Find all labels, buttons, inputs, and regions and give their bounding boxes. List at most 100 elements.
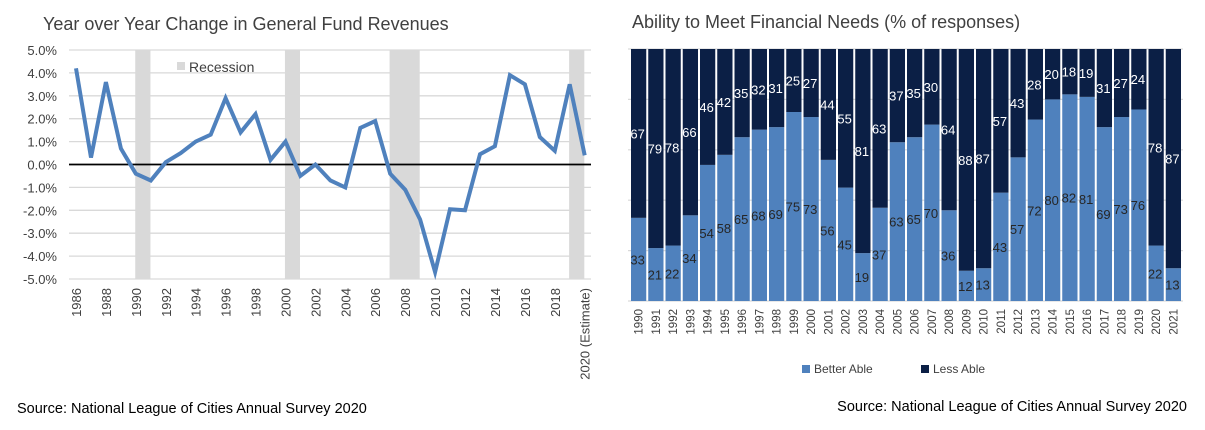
- bar-less-able: [976, 49, 992, 269]
- x-tick-label: 2009: [961, 309, 973, 335]
- y-tick-label: 1.0%: [27, 135, 57, 150]
- data-label-less-able: 24: [1131, 72, 1145, 87]
- x-tick-label: 2001: [823, 309, 835, 335]
- data-label-better-able: 56: [820, 223, 834, 238]
- legend-label-less-able: Less Able: [933, 362, 985, 376]
- data-label-less-able: 67: [630, 126, 644, 141]
- x-tick-label: 1994: [189, 288, 204, 317]
- data-label-better-able: 36: [941, 249, 955, 264]
- bar-better-able: [958, 270, 974, 301]
- x-tick-label: 2000: [278, 288, 293, 317]
- bar-chart-source: Source: National League of Cities Annual…: [837, 399, 1187, 415]
- x-tick-label: 1996: [737, 309, 749, 335]
- legend-swatch-recession: [177, 62, 185, 70]
- y-tick-label: 2.0%: [27, 112, 57, 127]
- x-tick-label: 1997: [754, 309, 766, 335]
- data-label-better-able: 33: [630, 252, 644, 267]
- x-tick-label: 2021: [1168, 309, 1180, 335]
- data-label-better-able: 37: [872, 247, 886, 262]
- data-label-less-able: 35: [906, 86, 920, 101]
- line-chart-source: Source: National League of Cities Annual…: [17, 401, 367, 417]
- bar-less-able: [1114, 49, 1130, 118]
- bar-less-able: [907, 49, 923, 138]
- x-tick-label: 2015: [1065, 309, 1077, 335]
- bar-better-able: [1010, 157, 1026, 301]
- data-label-less-able: 88: [958, 153, 972, 168]
- y-tick-label: -5.0%: [23, 272, 57, 287]
- bar-better-able: [1165, 268, 1181, 301]
- x-tick-label: 1996: [219, 288, 234, 317]
- y-tick-label: -1.0%: [23, 180, 57, 195]
- x-tick-label: 2016: [1082, 309, 1094, 335]
- bar-better-able: [700, 164, 716, 301]
- data-label-better-able: 81: [1079, 192, 1093, 207]
- x-tick-label: 2018: [1117, 309, 1129, 335]
- data-label-less-able: 78: [665, 140, 679, 155]
- data-label-less-able: 18: [1062, 65, 1076, 80]
- x-tick-label: 2011: [996, 309, 1008, 334]
- data-label-less-able: 64: [941, 123, 955, 138]
- x-tick-label: 2020 (Estimate): [578, 288, 593, 380]
- bar-better-able: [872, 207, 888, 301]
- bar-better-able: [1148, 245, 1164, 301]
- x-tick-label: 2017: [1099, 309, 1111, 335]
- bar-less-able: [786, 49, 802, 112]
- bar-better-able: [924, 124, 940, 301]
- x-tick-label: 2008: [944, 309, 956, 335]
- x-tick-label: 1988: [99, 288, 114, 317]
- bar-better-able: [751, 129, 767, 301]
- bar-less-able: [993, 49, 1009, 193]
- x-tick-label: 2014: [488, 288, 503, 317]
- bar-less-able: [872, 49, 888, 208]
- bar-better-able: [1114, 117, 1130, 301]
- bar-better-able: [665, 245, 681, 301]
- line-chart-title: Year over Year Change in General Fund Re…: [43, 14, 449, 34]
- x-tick-label: 1992: [159, 288, 174, 317]
- data-label-less-able: 87: [975, 152, 989, 167]
- data-label-better-able: 19: [855, 270, 869, 285]
- data-label-better-able: 13: [975, 278, 989, 293]
- data-label-less-able: 19: [1079, 66, 1093, 81]
- bar-better-able: [1062, 94, 1078, 301]
- legend-label-better-able: Better Able: [814, 362, 873, 376]
- data-label-less-able: 25: [786, 74, 800, 89]
- bar-less-able: [682, 49, 698, 216]
- bar-better-able: [855, 253, 871, 301]
- data-label-better-able: 22: [1148, 266, 1162, 281]
- bar-less-able: [1096, 49, 1112, 128]
- bar-better-able: [682, 215, 698, 301]
- bar-better-able: [976, 268, 992, 301]
- data-label-better-able: 68: [751, 208, 765, 223]
- bar-less-able: [1027, 49, 1043, 120]
- bar-less-able: [734, 49, 750, 138]
- x-tick-label: 1994: [703, 308, 715, 334]
- x-tick-label: 1990: [129, 288, 144, 317]
- bar-less-able: [751, 49, 767, 130]
- x-tick-label: 2012: [458, 288, 473, 317]
- x-tick-label: 1990: [634, 309, 646, 335]
- bar-better-able: [1131, 109, 1147, 301]
- bar-less-able: [1131, 49, 1147, 110]
- data-label-less-able: 27: [803, 76, 817, 91]
- y-tick-label: -4.0%: [23, 249, 57, 264]
- data-label-less-able: 27: [1113, 76, 1127, 91]
- data-label-less-able: 44: [820, 97, 834, 112]
- bar-less-able: [1165, 49, 1181, 269]
- bar-better-able: [941, 210, 957, 301]
- data-label-better-able: 80: [1044, 193, 1058, 208]
- data-label-better-able: 13: [1165, 278, 1179, 293]
- data-label-less-able: 32: [751, 82, 765, 97]
- data-label-better-able: 65: [734, 212, 748, 227]
- bar-better-able: [1096, 127, 1112, 302]
- bar-better-able: [838, 187, 854, 301]
- data-label-less-able: 31: [1096, 81, 1110, 96]
- bar-less-able: [769, 49, 785, 128]
- x-tick-label: 1986: [69, 288, 84, 317]
- x-tick-label: 2008: [398, 288, 413, 317]
- bar-better-able: [786, 112, 802, 301]
- y-tick-label: 4.0%: [27, 66, 57, 81]
- data-label-better-able: 45: [837, 237, 851, 252]
- data-label-less-able: 63: [872, 121, 886, 136]
- data-label-less-able: 30: [924, 80, 938, 95]
